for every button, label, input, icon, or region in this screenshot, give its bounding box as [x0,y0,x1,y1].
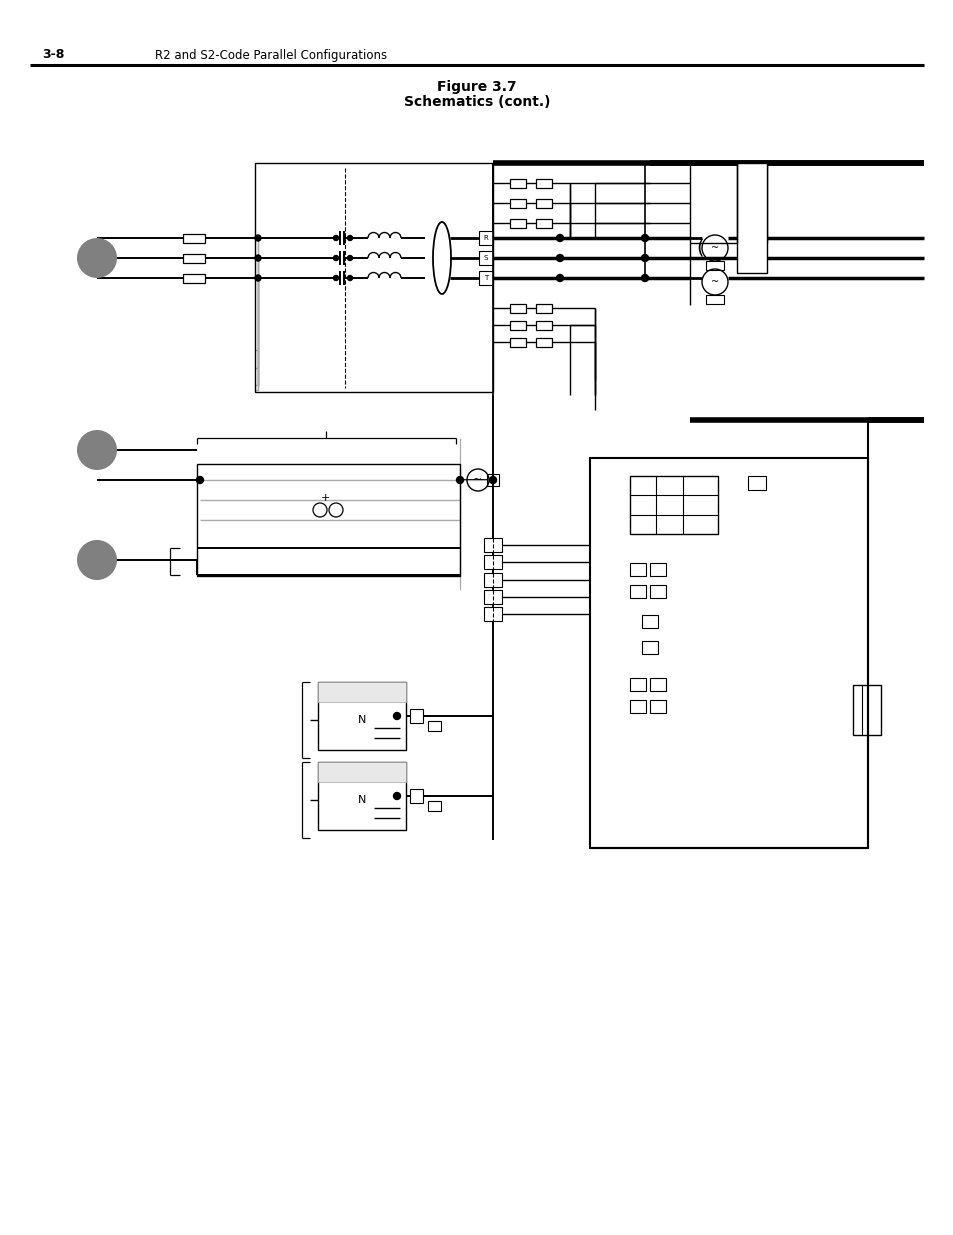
Circle shape [640,274,648,282]
Bar [510,199,525,207]
Circle shape [334,256,338,261]
Circle shape [347,275,352,280]
Bar [536,304,552,312]
Circle shape [334,275,338,280]
Bar [737,163,766,273]
Circle shape [393,713,400,720]
Bar [317,682,406,701]
Bar [254,163,493,391]
Bar [196,464,459,576]
Bar [183,273,205,283]
Circle shape [254,254,261,261]
Text: R: R [483,235,488,241]
Bar [510,321,525,330]
Bar [183,253,205,263]
Bar [428,721,440,731]
Bar [483,538,501,552]
Bar [510,179,525,188]
Circle shape [347,256,352,261]
Bar [536,199,552,207]
Text: S: S [483,254,488,261]
Bar [183,233,205,242]
Bar [536,337,552,347]
Circle shape [254,235,261,241]
Text: (: ( [696,238,703,258]
Text: Schematics (cont.): Schematics (cont.) [403,95,550,109]
Text: 3-8: 3-8 [42,48,64,62]
Circle shape [556,235,563,242]
Bar [705,295,723,304]
Bar [510,337,525,347]
Circle shape [334,236,338,241]
Bar [649,700,665,713]
Bar [629,678,645,692]
Circle shape [640,235,648,242]
Circle shape [77,540,117,580]
Circle shape [393,793,400,799]
Text: R2 and S2-Code Parallel Configurations: R2 and S2-Code Parallel Configurations [154,48,387,62]
Circle shape [556,254,563,262]
Text: +: + [320,493,330,503]
Bar [410,789,422,803]
Bar [317,762,406,782]
Bar [478,231,493,245]
Bar [510,219,525,227]
Text: N: N [357,795,366,805]
Bar [649,585,665,598]
Bar [478,270,493,285]
Bar [629,585,645,598]
Bar [486,474,498,487]
Bar [317,762,406,830]
Bar [589,458,867,848]
Bar [629,700,645,713]
Circle shape [196,477,203,483]
Text: Figure 3.7: Figure 3.7 [436,80,517,94]
Bar [536,219,552,227]
Bar [536,179,552,188]
Bar [641,641,658,655]
Bar [478,251,493,266]
Bar [629,475,718,534]
Text: ~: ~ [473,475,482,485]
Bar [649,678,665,692]
Text: ~: ~ [710,243,719,253]
Bar [410,709,422,722]
Bar [428,802,440,811]
Circle shape [489,477,496,483]
Text: ~: ~ [710,277,719,287]
Bar [747,475,765,490]
Circle shape [640,254,648,262]
Circle shape [77,238,117,278]
Bar [483,555,501,569]
Bar [641,615,658,629]
Bar [536,321,552,330]
Circle shape [556,274,563,282]
Bar [483,573,501,587]
Bar [705,261,723,270]
Bar [629,563,645,576]
Circle shape [347,236,352,241]
Bar [483,590,501,604]
Bar [317,682,406,750]
Bar [852,685,880,735]
Text: N: N [357,715,366,725]
Text: T: T [483,275,488,282]
Circle shape [456,477,463,483]
Bar [649,563,665,576]
Bar [510,304,525,312]
Circle shape [77,430,117,471]
Circle shape [254,275,261,282]
Bar [483,606,501,621]
